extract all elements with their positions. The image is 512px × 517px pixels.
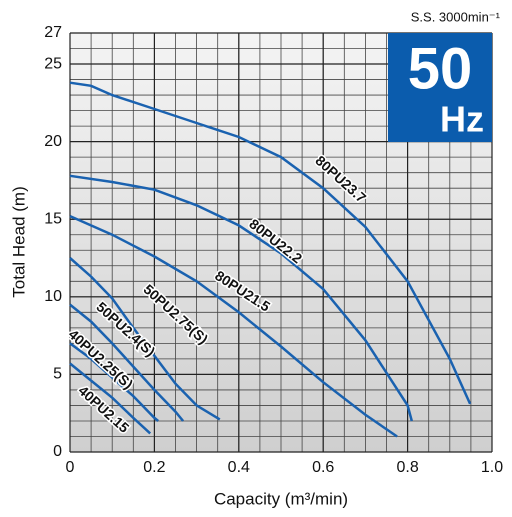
curve bbox=[69, 214, 398, 438]
badge bbox=[388, 33, 492, 142]
badge-unit: Hz bbox=[440, 99, 484, 140]
y-tick-label: 0 bbox=[53, 443, 62, 460]
y-tick-label: 20 bbox=[44, 133, 62, 150]
subtitle: S.S. 3000min⁻¹ bbox=[411, 9, 501, 24]
badge-number: 50 bbox=[408, 36, 473, 101]
x-tick-label: 0.8 bbox=[396, 459, 418, 476]
curve bbox=[69, 174, 414, 422]
y-tick-label: 25 bbox=[44, 55, 62, 72]
y-tick-label: 10 bbox=[44, 288, 62, 305]
curve bbox=[69, 81, 472, 405]
curve bbox=[69, 303, 185, 422]
y-tick-label: 5 bbox=[53, 366, 62, 383]
y-axis-label: Total Head (m) bbox=[9, 186, 28, 297]
y-tick-label: 15 bbox=[44, 210, 62, 227]
x-tick-label: 1.0 bbox=[481, 459, 503, 476]
y-tick-label: 27 bbox=[44, 24, 62, 41]
x-tick-label: 0 bbox=[66, 459, 75, 476]
curve bbox=[69, 342, 159, 422]
x-tick-label: 0.6 bbox=[312, 459, 334, 476]
x-axis-label: Capacity (m³/min) bbox=[214, 489, 348, 508]
curve bbox=[69, 257, 221, 421]
x-tick-label: 0.2 bbox=[143, 459, 165, 476]
curve bbox=[69, 362, 152, 435]
x-tick-label: 0.4 bbox=[228, 459, 250, 476]
